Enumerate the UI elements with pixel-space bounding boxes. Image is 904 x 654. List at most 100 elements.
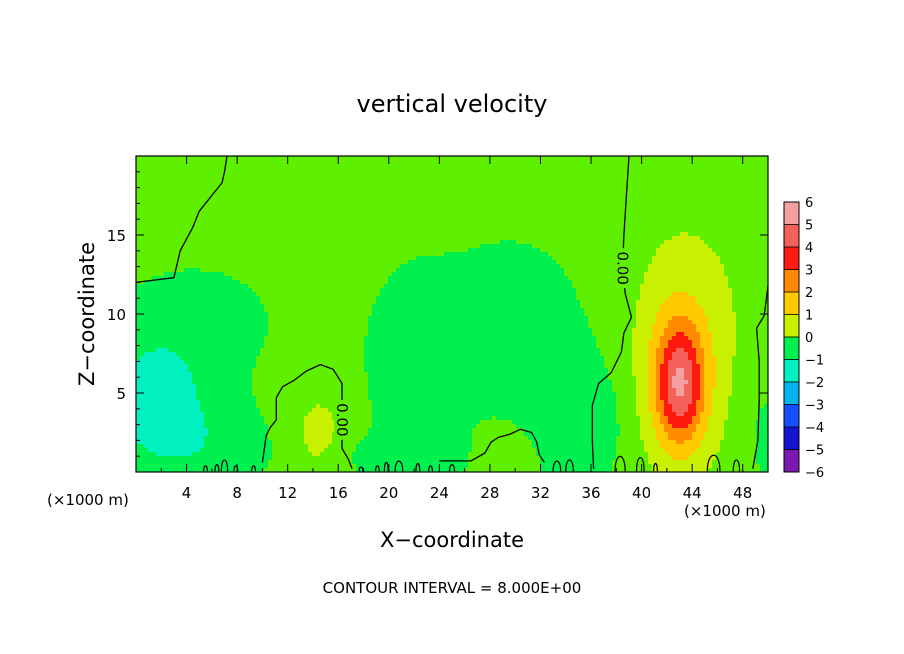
field-cell <box>736 216 741 221</box>
field-cell <box>244 236 249 241</box>
field-cell <box>364 208 369 213</box>
field-cell <box>752 200 757 205</box>
field-cell <box>208 204 213 209</box>
field-cell <box>316 188 321 193</box>
field-cell <box>752 256 757 261</box>
field-cell <box>648 204 653 209</box>
field-cell <box>152 264 157 269</box>
field-cell <box>480 260 485 265</box>
field-cell <box>660 184 665 189</box>
field-cell <box>316 224 321 229</box>
field-cell <box>200 232 205 237</box>
field-cell <box>140 244 145 249</box>
field-cell <box>732 216 737 221</box>
field-cell <box>340 180 345 185</box>
field-cell <box>720 176 725 181</box>
field-cell <box>444 176 449 181</box>
field-cell <box>364 236 369 241</box>
field-cell <box>484 264 489 269</box>
field-cell <box>244 228 249 233</box>
field-cell <box>508 180 513 185</box>
field-cell <box>496 184 501 189</box>
field-cell <box>360 220 365 225</box>
field-cell <box>184 196 189 201</box>
field-cell <box>224 240 229 245</box>
field-cell <box>328 236 333 241</box>
field-cell <box>440 212 445 217</box>
field-cell <box>156 280 161 285</box>
field-cell <box>656 228 661 233</box>
field-cell <box>172 220 177 225</box>
field-cell <box>140 208 145 213</box>
field-cell <box>332 252 337 257</box>
field-cell <box>584 248 589 253</box>
field-cell <box>500 204 505 209</box>
field-cell <box>184 264 189 269</box>
field-cell <box>644 252 649 257</box>
field-cell <box>716 220 721 225</box>
field-cell <box>556 176 561 181</box>
field-cell <box>220 160 225 165</box>
field-cell <box>368 248 373 253</box>
field-cell <box>400 192 405 197</box>
field-cell <box>144 256 149 261</box>
field-cell <box>624 228 629 233</box>
field-cell <box>268 176 273 181</box>
field-cell <box>516 256 521 261</box>
field-cell <box>232 168 237 173</box>
field-cell <box>708 200 713 205</box>
field-cell <box>364 276 369 281</box>
field-cell <box>284 228 289 233</box>
field-cell <box>212 248 217 253</box>
field-cell <box>736 212 741 217</box>
field-cell <box>476 196 481 201</box>
field-cell <box>456 248 461 253</box>
field-cell <box>404 268 409 273</box>
field-cell <box>604 204 609 209</box>
field-cell <box>684 260 689 265</box>
field-cell <box>336 164 341 169</box>
field-cell <box>424 252 429 257</box>
field-cell <box>416 260 421 265</box>
field-cell <box>616 240 621 245</box>
field-cell <box>416 228 421 233</box>
field-cell <box>408 232 413 237</box>
field-cell <box>616 156 621 161</box>
field-cell <box>584 256 589 261</box>
field-cell <box>752 176 757 181</box>
field-cell <box>348 236 353 241</box>
field-cell <box>360 264 365 269</box>
field-cell <box>336 188 341 193</box>
field-cell <box>424 188 429 193</box>
field-cell <box>428 212 433 217</box>
field-cell <box>568 196 573 201</box>
field-cell <box>208 248 213 253</box>
field-cell <box>436 188 441 193</box>
field-cell <box>268 208 273 213</box>
field-cell <box>272 272 277 277</box>
field-cell <box>344 168 349 173</box>
field-cell <box>756 208 761 213</box>
field-cell <box>444 160 449 165</box>
field-cell <box>684 256 689 261</box>
field-cell <box>188 164 193 169</box>
field-cell <box>480 224 485 229</box>
field-cell <box>140 224 145 229</box>
field-cell <box>596 212 601 217</box>
field-cell <box>632 208 637 213</box>
field-cell <box>580 172 585 177</box>
field-cell <box>212 164 217 169</box>
field-cell <box>236 252 241 257</box>
field-cell <box>356 220 361 225</box>
field-cell <box>296 276 301 281</box>
field-cell <box>520 208 525 213</box>
field-cell <box>564 248 569 253</box>
field-cell <box>708 188 713 193</box>
field-cell <box>140 276 145 281</box>
field-cell <box>156 276 161 281</box>
field-cell <box>208 220 213 225</box>
field-cell <box>292 272 297 277</box>
field-cell <box>540 252 545 257</box>
field-cell <box>392 184 397 189</box>
field-cell <box>532 192 537 197</box>
